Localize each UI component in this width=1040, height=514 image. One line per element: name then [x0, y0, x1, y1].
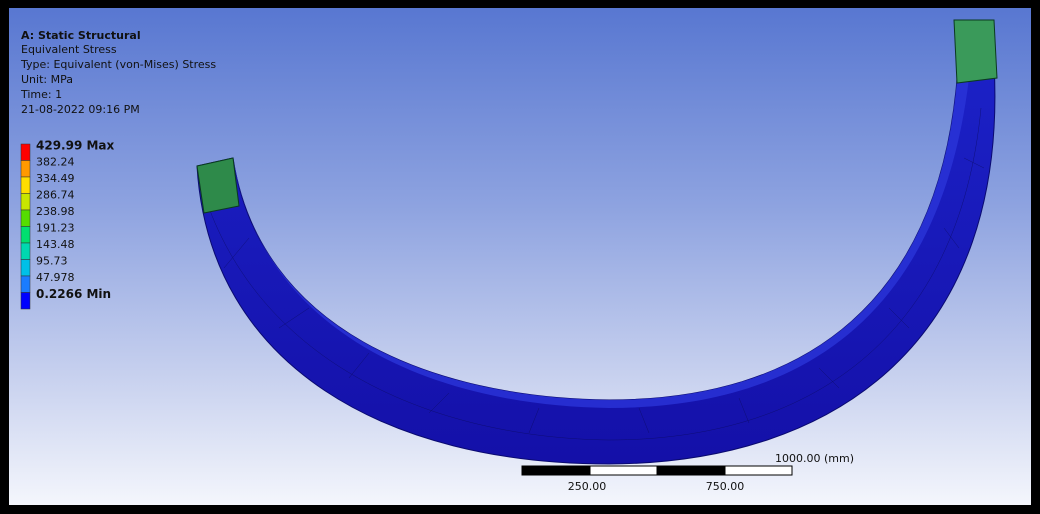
legend-label: 0.2266 Min — [36, 287, 111, 301]
legend-swatch — [20, 292, 31, 310]
legend-swatch — [20, 275, 31, 293]
legend-label: 47.978 — [36, 271, 75, 284]
header-line: Unit: MPa — [21, 73, 73, 86]
legend-label: 382.24 — [36, 156, 75, 169]
legend-label: 95.73 — [36, 255, 68, 268]
scale-bar — [521, 465, 793, 476]
header-line: 21-08-2022 09:16 PM — [21, 103, 140, 116]
scene: A: Static Structural Equivalent Stress Ty… — [20, 19, 998, 493]
header-title: A: Static Structural — [21, 29, 141, 42]
header-line: Equivalent Stress — [21, 43, 117, 56]
legend-swatch — [20, 259, 31, 277]
legend-label: 191.23 — [36, 222, 75, 235]
header-line: Type: Equivalent (von-Mises) Stress — [20, 58, 216, 71]
legend-swatch — [20, 209, 31, 227]
header-line: Time: 1 — [20, 88, 62, 101]
legend-label: 334.49 — [36, 172, 75, 185]
end-face-right — [953, 19, 998, 84]
scale-label: 750.00 — [706, 480, 745, 493]
legend-swatch — [20, 226, 31, 244]
legend-swatch — [20, 160, 31, 178]
legend-swatch — [20, 143, 31, 161]
legend-swatch — [20, 193, 31, 211]
legend-label: 143.48 — [36, 238, 75, 251]
legend-swatch — [20, 242, 31, 260]
end-face-left — [196, 157, 240, 214]
legend-label: 238.98 — [36, 205, 75, 218]
scale-label: 250.00 — [568, 480, 607, 493]
legend-label: 429.99 Max — [36, 139, 115, 153]
scale-label: 1000.00 (mm) — [775, 452, 854, 465]
legend-label: 286.74 — [36, 189, 75, 202]
legend-swatch — [20, 176, 31, 194]
